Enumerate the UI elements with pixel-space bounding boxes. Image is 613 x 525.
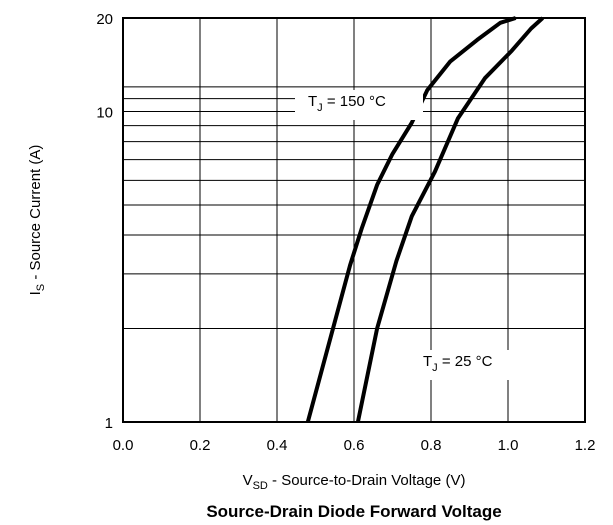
series-label-tj-150c: TJ = 150 °C [308,93,386,114]
x-tick-label: 1.2 [575,437,596,454]
y-tick-labels: 1 10 20 [96,11,113,432]
x-tick-label: 1.0 [498,437,519,454]
x-axis-title: VSD - Source-to-Drain Voltage (V) [243,472,466,492]
x-tick-label: 0.6 [344,437,365,454]
y-tick-label: 1 [105,415,113,432]
x-tick-label: 0.4 [267,437,288,454]
plot-frame [122,17,586,423]
series-label-background [295,90,423,120]
series-layer [305,16,545,423]
series-line-tj-150c [305,16,517,423]
y-tick-label: 20 [96,11,113,28]
grid-lines [123,18,585,422]
series-line-tj-25c [355,16,545,423]
series-label-background [413,350,513,380]
x-tick-labels: 0.0 0.2 0.4 0.6 0.8 1.0 1.2 [113,437,596,454]
y-tick-label: 10 [96,104,113,121]
x-tick-label: 0.8 [421,437,442,454]
series-labels: TJ = 150 °C TJ = 25 °C [295,90,513,380]
series-label-tj-25c: TJ = 25 °C [423,353,493,374]
chart-title: Source-Drain Diode Forward Voltage [206,502,501,521]
x-tick-label: 0.0 [113,437,134,454]
y-axis-title: IS - Source Current (A) [27,145,47,296]
x-tick-label: 0.2 [190,437,211,454]
